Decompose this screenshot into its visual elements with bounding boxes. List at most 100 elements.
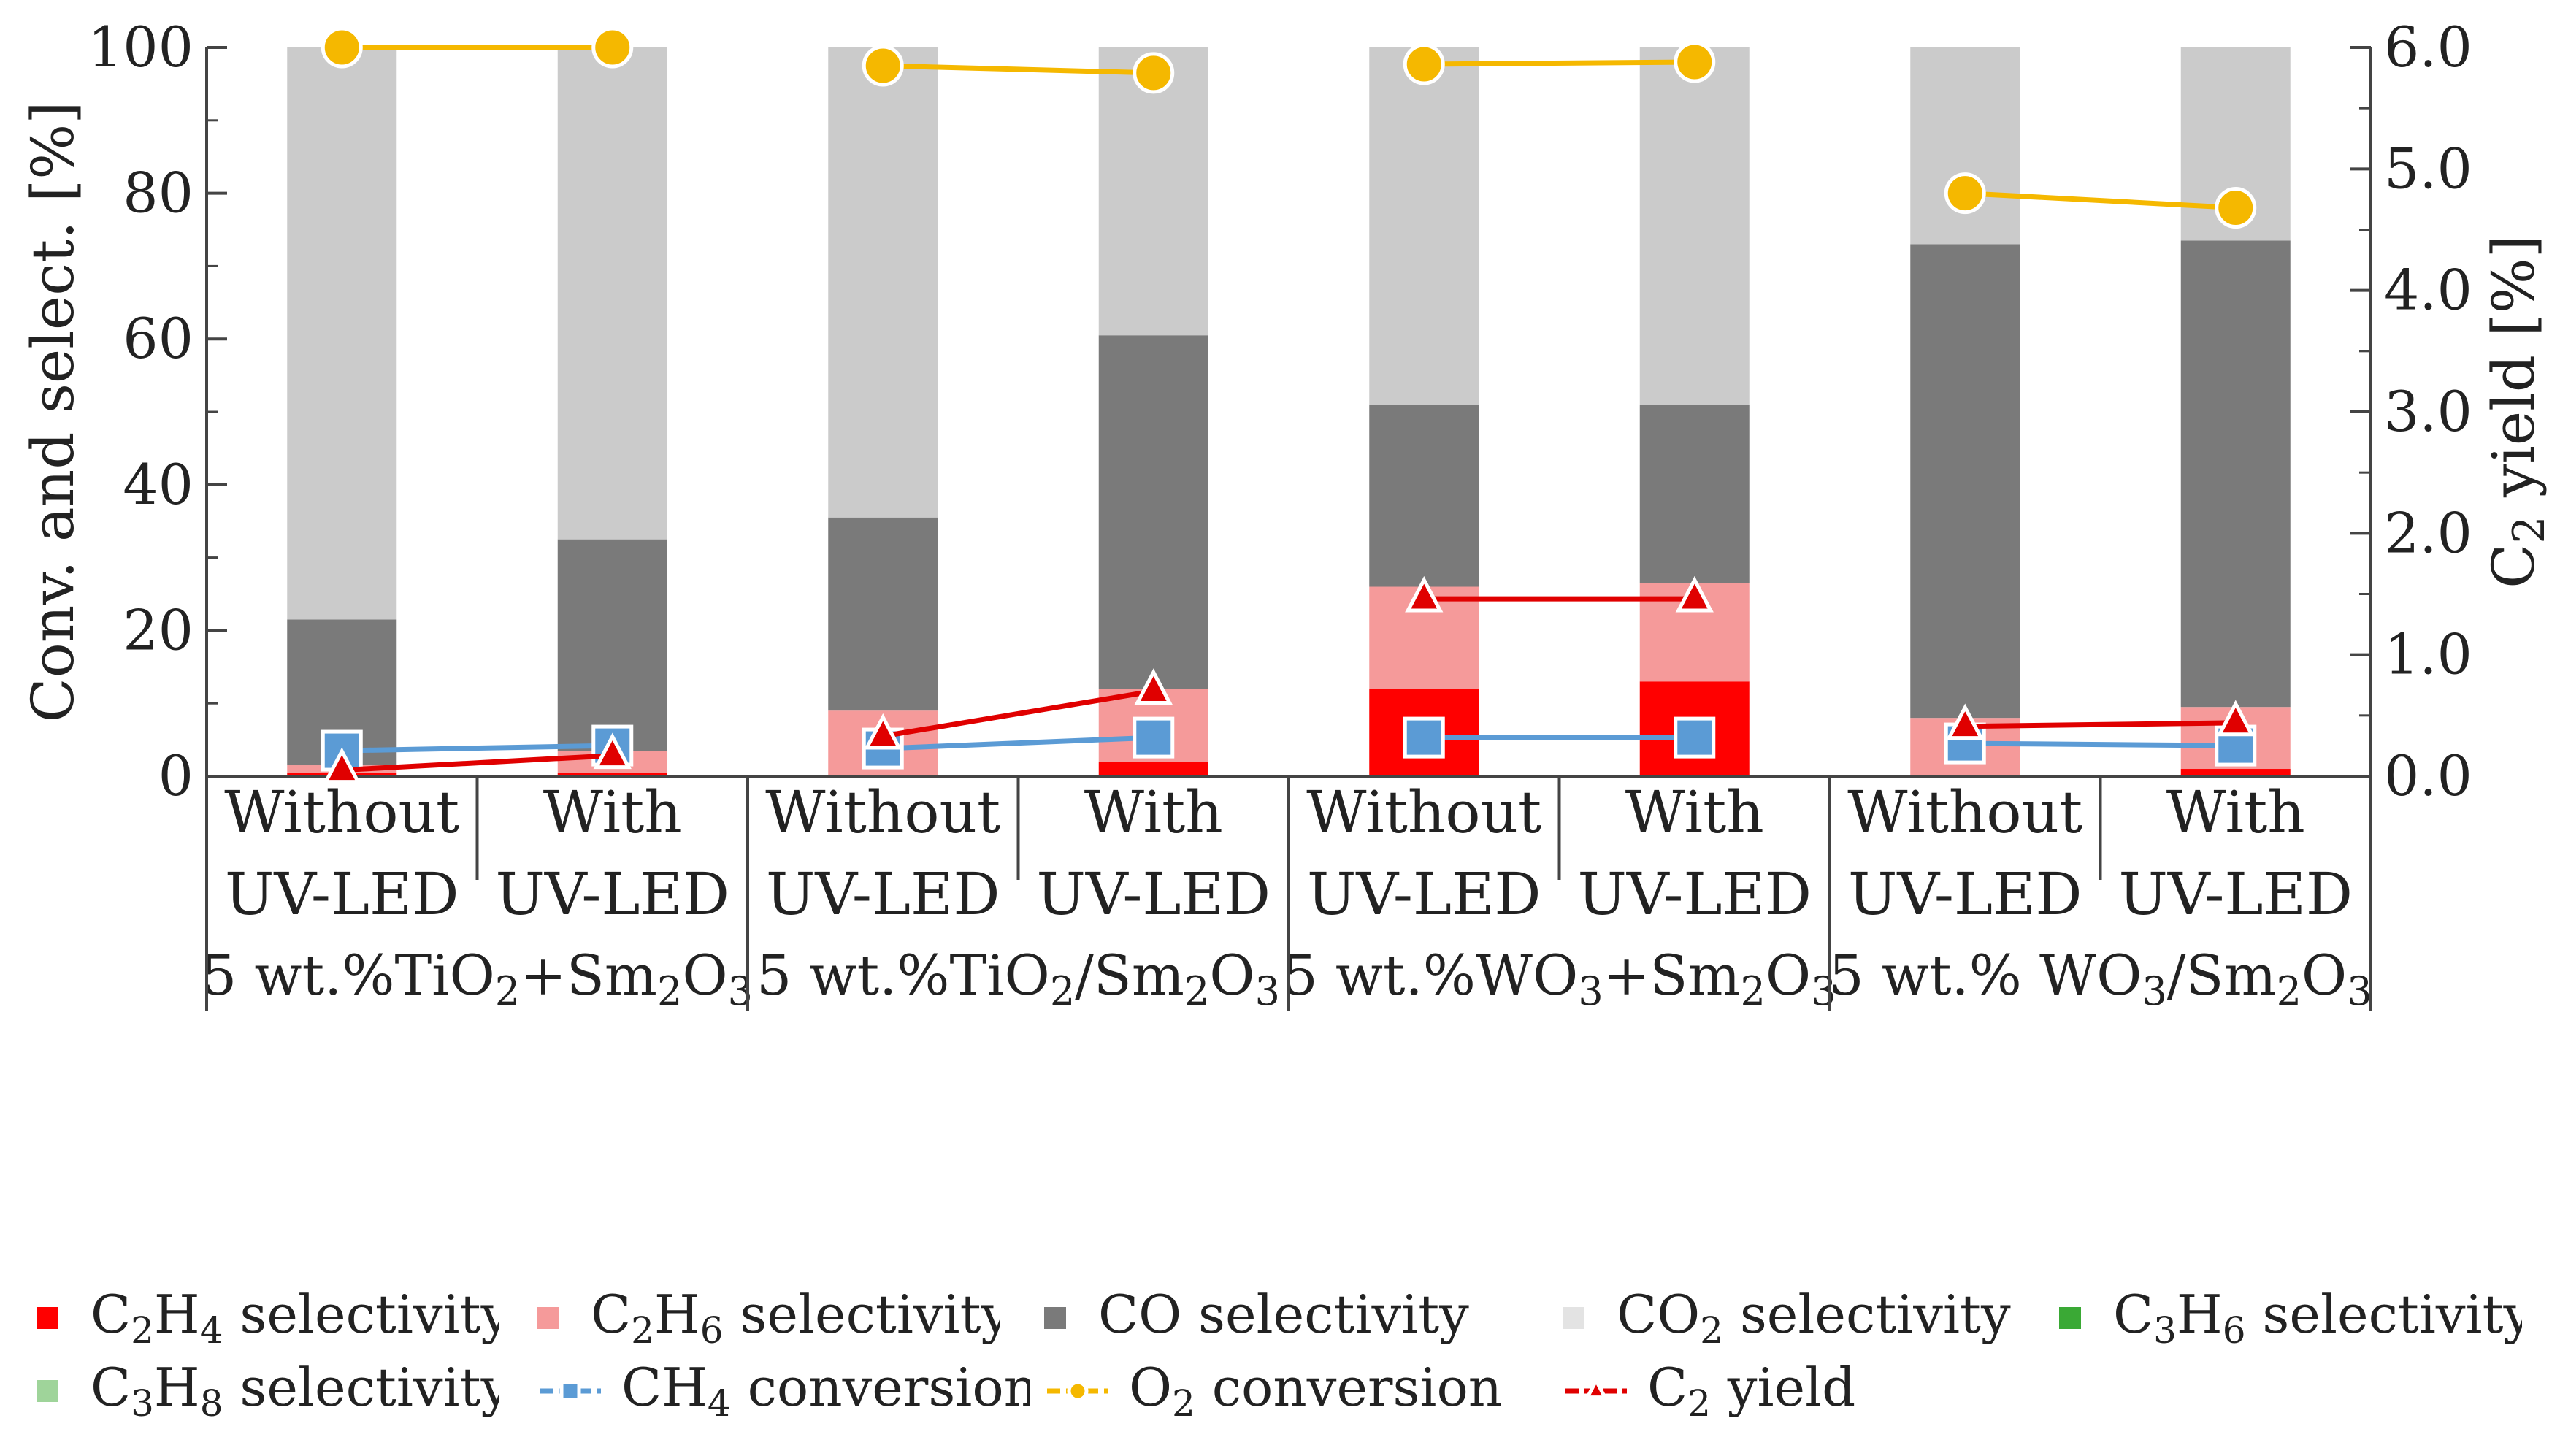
group-label: 5 wt.%WO3​+Sm2​O3​ [1282,943,1836,1014]
right-tick-label: 4.0 [2384,258,2472,323]
o2-conversion-point [1403,43,1445,85]
bar-segment-co2-selectivity-5 [1639,47,1750,405]
ch4-conversion-segment [883,735,1154,751]
legend-item-c3h6-selectivity: C3​H6​ selectivity [2059,1281,2522,1355]
ch4-conversion-point [1133,716,1175,759]
legend-label: C3​H6​ selectivity [2113,1284,2522,1352]
condition-label-line1: Without [224,778,459,846]
bar-segment-co-selectivity-1 [557,539,667,751]
legend-label: C2​H4​ selectivity [91,1284,499,1352]
legend-marker [559,1380,581,1402]
legend-marker [1067,1380,1089,1402]
group-label: 5 wt.%TiO2​/Sm2​O3​ [756,943,1280,1014]
right-axis-title: C2​ yield [%] [2480,235,2555,589]
svg-text:CO2​ selectivity: CO2​ selectivity [1617,1284,2011,1352]
legend-label: O2​ conversion [1129,1357,1502,1425]
condition-label-line2: UV-LED [1577,860,1812,928]
o2-conversion-point [1944,172,1986,215]
c2-yield-point [1946,703,1985,740]
bar-segment-co-selectivity-2 [828,517,938,711]
group-label: 5 wt.% WO3​/Sm2​O3​ [1828,943,2372,1014]
right-tick-label: 2.0 [2384,500,2472,565]
ch4-conversion-point [1674,716,1716,759]
legend-label: C2​H6​ selectivity [591,1284,1000,1352]
ch4-conversion-segment [1965,740,2236,748]
bars-layer [287,47,2291,776]
c2-yield-segment [342,753,613,773]
c2-yield-segment [1965,720,2236,729]
bar-segment-c2h4-selectivity-1 [557,773,667,776]
legend-item-co-selectivity: CO selectivity [1044,1281,1507,1355]
legend-item-co2-selectivity: CO2​ selectivity [1563,1281,2026,1355]
c2-yield-point [1675,575,1714,613]
bar-segment-co-selectivity-4 [1369,405,1479,587]
o2-conversion-segment [1965,191,2236,211]
legend-item-c2h4-selectivity: C2​H4​ selectivity [37,1281,499,1355]
left-axis-title: Conv. and select. [%] [19,101,87,723]
bar-segment-c2h4-selectivity-7 [2180,769,2291,776]
svg-text:O2​ conversion: O2​ conversion [1129,1357,1502,1425]
legend-item-ch4-conversion: CH4​ conversion [537,1355,1030,1428]
legend-swatch [37,1380,58,1402]
bar-segment-co-selectivity-5 [1639,405,1750,583]
left-tick-label: 0 [158,743,193,808]
category-labels: Without UV-LED With UV-LED Without UV-LED With… [202,776,2372,1014]
legend-item-c2-yield: C2​ yield [1563,1355,2056,1428]
condition-label-line2: UV-LED [495,860,729,928]
bar-segment-co2-selectivity-2 [828,47,938,518]
legend-swatch [2059,1307,2081,1329]
c2-yield-point [323,747,361,784]
svg-text:CO selectivity: CO selectivity [1098,1284,1469,1345]
group-label: 5 wt.%TiO2​+Sm2​O3​ [202,943,753,1014]
ch4-conversion-point [1403,716,1445,759]
o2-conversion-point [2215,187,2257,229]
legend-swatch [1044,1307,1066,1329]
left-tick-label: 80 [123,161,193,226]
c2-yield-point [2216,700,2255,737]
condition-label-line2: UV-LED [2118,860,2353,928]
condition-label-line1: With [1625,778,1764,846]
condition-label-line1: Without [1306,778,1541,846]
right-tick-label: 0.0 [2384,743,2472,808]
legend-line-marker [540,1380,601,1402]
left-tick-label: 20 [123,597,193,662]
legend-marker [1584,1376,1609,1400]
bar-segment-co2-selectivity-6 [1910,47,2020,245]
legend-item-c2h6-selectivity: C2​H6​ selectivity [537,1281,1000,1355]
legend: C2​H4​ selectivity C2​H6​ selectivity CO s… [0,1281,2560,1449]
right-tick-label: 5.0 [2384,136,2472,201]
bar-segment-co2-selectivity-3 [1098,47,1208,336]
svg-text:C3​H6​ selectivity: C3​H6​ selectivity [2113,1284,2522,1352]
legend-item-c3h8-selectivity: C3​H8​ selectivity [37,1355,499,1428]
bar-segment-co-selectivity-7 [2180,240,2291,708]
svg-text:C2​ yield: C2​ yield [1647,1357,1855,1425]
svg-text:CH4​ conversion: CH4​ conversion [621,1357,1030,1425]
bar-segment-co2-selectivity-0 [287,47,397,620]
right-tick-label: 1.0 [2384,622,2472,687]
o2-conversion-point [321,26,363,69]
o2-conversion-segment [1424,59,1695,67]
condition-label-line1: With [1084,778,1223,846]
bar-segment-co-selectivity-6 [1910,244,2020,719]
c2-yield-point [864,713,902,750]
bar-segment-co2-selectivity-1 [557,47,667,540]
legend-swatch [1563,1307,1584,1329]
condition-label-line1: Without [765,778,1000,846]
chart-canvas: 0 20 40 60 80 100 0.0 1.0 2.0 3.0 4.0 5.0 6.0 Conv. a… [19,15,2555,1014]
legend-swatch [537,1307,559,1329]
ch4-conversion-segment [342,743,613,754]
svg-text:C3​H8​ selectivity: C3​H8​ selectivity [91,1357,499,1425]
left-tick-label: 60 [123,306,193,371]
c2-yield-point [1405,575,1444,613]
bar-segment-c2h4-selectivity-3 [1098,762,1208,776]
condition-label-line2: UV-LED [225,860,459,928]
o2-conversion-point [1133,52,1175,94]
bar-segment-co-selectivity-3 [1098,335,1208,689]
legend-label: CO selectivity [1098,1284,1469,1345]
condition-label-line2: UV-LED [1036,860,1271,928]
bar-segment-co2-selectivity-4 [1369,47,1479,405]
legend-line-marker [1047,1380,1108,1402]
left-tick-label: 40 [123,452,193,517]
condition-label-line2: UV-LED [1307,860,1541,928]
legend-swatch [37,1307,58,1329]
